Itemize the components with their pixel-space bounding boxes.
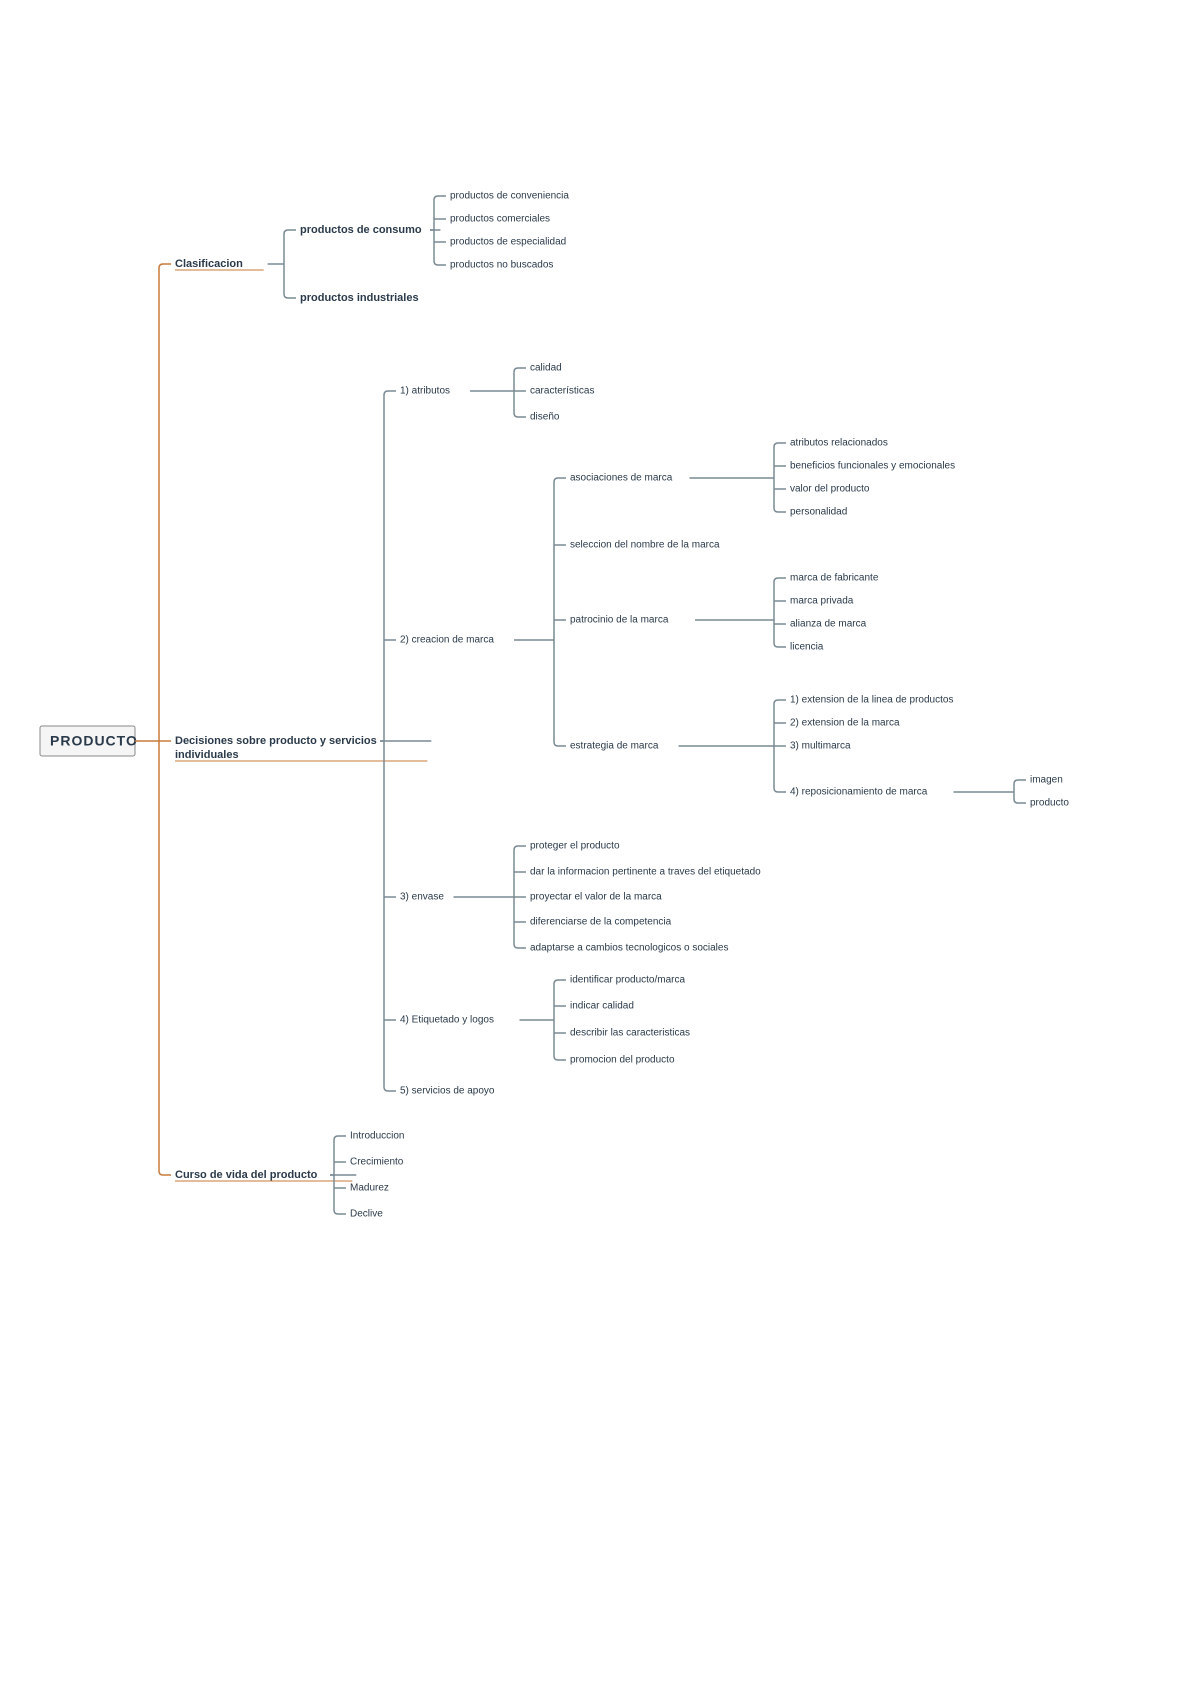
node-label: productos comerciales bbox=[450, 214, 550, 225]
node-label: productos de especialidad bbox=[450, 237, 566, 248]
connector bbox=[1014, 780, 1026, 784]
node-label: 4) Etiquetado y logos bbox=[400, 1015, 494, 1026]
node-label: atributos relacionados bbox=[790, 438, 888, 449]
connector bbox=[774, 788, 786, 792]
node-label: producto bbox=[1030, 798, 1069, 809]
node-label: dar la informacion pertinente a traves d… bbox=[530, 867, 761, 878]
node-label: calidad bbox=[530, 363, 562, 374]
node-label: marca privada bbox=[790, 596, 854, 607]
node-label: diferenciarse de la competencia bbox=[530, 917, 672, 928]
node-label: Declive bbox=[350, 1209, 383, 1220]
node-label: 3) envase bbox=[400, 892, 444, 903]
node-label: indicar calidad bbox=[570, 1001, 634, 1012]
node-label: productos industriales bbox=[300, 292, 419, 304]
connector bbox=[514, 846, 526, 850]
connector bbox=[159, 1171, 171, 1175]
node-label: beneficios funcionales y emocionales bbox=[790, 461, 955, 472]
node-label: asociaciones de marca bbox=[570, 473, 673, 484]
connector bbox=[514, 413, 526, 417]
connector bbox=[334, 1210, 346, 1214]
node-label: Crecimiento bbox=[350, 1157, 404, 1168]
node-label: diseño bbox=[530, 412, 560, 423]
connector bbox=[774, 508, 786, 512]
node-label: Madurez bbox=[350, 1183, 389, 1194]
connector bbox=[514, 944, 526, 948]
node-label: imagen bbox=[1030, 775, 1063, 786]
connector bbox=[554, 478, 566, 482]
connector bbox=[384, 391, 396, 395]
connector bbox=[334, 1136, 346, 1140]
connector bbox=[434, 261, 446, 265]
node-label: marca de fabricante bbox=[790, 573, 879, 584]
node-label: Curso de vida del producto bbox=[175, 1169, 318, 1181]
connector bbox=[384, 1087, 396, 1091]
connector bbox=[284, 230, 296, 234]
node-label: productos de consumo bbox=[300, 224, 422, 236]
connector bbox=[774, 443, 786, 447]
node-label: 3) multimarca bbox=[790, 741, 851, 752]
connector bbox=[554, 1056, 566, 1060]
node-label: 4) reposicionamiento de marca bbox=[790, 787, 928, 798]
node-label: 2) creacion de marca bbox=[400, 635, 494, 646]
connector bbox=[434, 196, 446, 200]
node-label: individuales bbox=[175, 749, 239, 761]
node-label: promocion del producto bbox=[570, 1055, 675, 1066]
node-label: proyectar el valor de la marca bbox=[530, 892, 662, 903]
node-label: identificar producto/marca bbox=[570, 975, 685, 986]
connector bbox=[159, 264, 171, 268]
node-label: 1) atributos bbox=[400, 386, 450, 397]
node-label: 2) extension de la marca bbox=[790, 718, 900, 729]
node-label: Introduccion bbox=[350, 1131, 404, 1142]
node-label: Decisiones sobre producto y servicios bbox=[175, 735, 377, 747]
root-node-label: PRODUCTO bbox=[50, 733, 138, 749]
connector bbox=[1014, 799, 1026, 803]
node-label: valor del producto bbox=[790, 484, 870, 495]
connector bbox=[284, 294, 296, 298]
node-label: 5) servicios de apoyo bbox=[400, 1086, 495, 1097]
node-label: Clasificacion bbox=[175, 258, 243, 270]
node-label: productos de conveniencia bbox=[450, 191, 569, 202]
connector bbox=[514, 368, 526, 372]
connector bbox=[554, 742, 566, 746]
tree-group: Clasificacion productos de consumo product… bbox=[135, 191, 1069, 1220]
node-label: seleccion del nombre de la marca bbox=[570, 540, 720, 551]
node-label: personalidad bbox=[790, 507, 847, 518]
connector bbox=[774, 643, 786, 647]
mindmap-diagram: PRODUCTO Clasificacion productos de consu… bbox=[0, 0, 1200, 1698]
node-label: licencia bbox=[790, 642, 824, 653]
node-label: características bbox=[530, 386, 594, 397]
node-label: 1) extension de la linea de productos bbox=[790, 695, 953, 706]
node-label: productos no buscados bbox=[450, 260, 553, 271]
node-label: proteger el producto bbox=[530, 841, 620, 852]
node-label: patrocinio de la marca bbox=[570, 615, 669, 626]
node-label: estrategia de marca bbox=[570, 741, 659, 752]
connector bbox=[774, 578, 786, 582]
connector bbox=[554, 980, 566, 984]
node-label: adaptarse a cambios tecnologicos o socia… bbox=[530, 943, 728, 954]
node-label: describir las caracteristicas bbox=[570, 1028, 690, 1039]
connector bbox=[774, 700, 786, 704]
node-label: alianza de marca bbox=[790, 619, 867, 630]
